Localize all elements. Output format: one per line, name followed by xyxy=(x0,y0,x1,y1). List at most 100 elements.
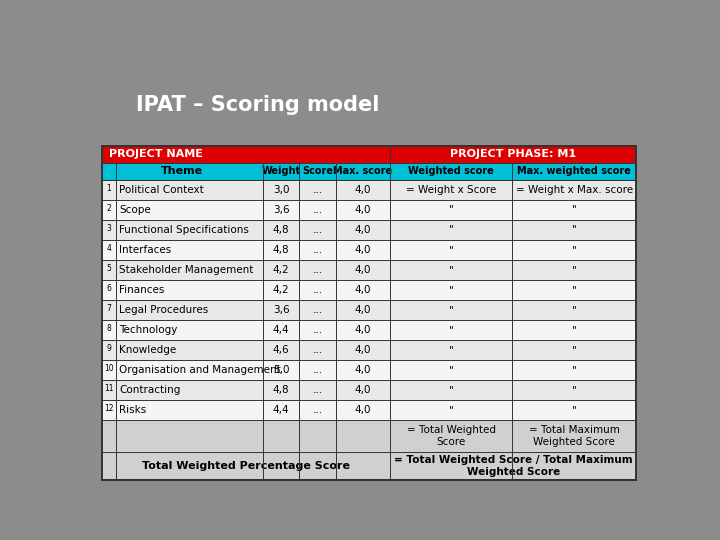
Text: ": " xyxy=(572,345,577,355)
Text: ": " xyxy=(572,225,577,234)
Bar xyxy=(102,146,636,480)
Bar xyxy=(102,260,636,280)
Text: 8: 8 xyxy=(107,325,111,333)
Text: 6: 6 xyxy=(106,284,111,293)
Text: ...: ... xyxy=(312,265,323,275)
Bar xyxy=(102,146,636,163)
Bar xyxy=(102,200,636,220)
Text: Stakeholder Management: Stakeholder Management xyxy=(120,265,254,275)
Text: 3,0: 3,0 xyxy=(273,185,289,194)
Text: = Total Weighted Score / Total Maximum
Weighted Score: = Total Weighted Score / Total Maximum W… xyxy=(394,455,632,477)
Text: 4,8: 4,8 xyxy=(273,384,289,395)
Text: = Total Weighted
Score: = Total Weighted Score xyxy=(407,425,495,447)
Text: 12: 12 xyxy=(104,404,113,414)
Text: ": " xyxy=(449,225,454,234)
Text: 4: 4 xyxy=(106,244,111,253)
Text: 4,6: 4,6 xyxy=(273,345,289,355)
Text: 4,0: 4,0 xyxy=(354,205,371,214)
Text: 7: 7 xyxy=(106,304,111,313)
Text: ": " xyxy=(449,305,454,315)
Text: 3,6: 3,6 xyxy=(273,205,289,214)
Bar xyxy=(102,420,636,452)
Bar xyxy=(102,320,636,340)
Text: PROJECT PHASE: M1: PROJECT PHASE: M1 xyxy=(450,149,576,159)
Text: Organisation and Management: Organisation and Management xyxy=(120,364,282,375)
Text: Interfaces: Interfaces xyxy=(120,245,171,254)
Text: ": " xyxy=(572,245,577,254)
Bar xyxy=(102,452,636,480)
Text: 4,0: 4,0 xyxy=(354,185,371,194)
Bar xyxy=(102,300,636,320)
Text: ": " xyxy=(449,245,454,254)
Text: ": " xyxy=(449,325,454,335)
Text: ": " xyxy=(449,384,454,395)
Text: Score: Score xyxy=(302,166,333,176)
Text: 4,8: 4,8 xyxy=(273,245,289,254)
Text: 4,0: 4,0 xyxy=(354,364,371,375)
Text: 3: 3 xyxy=(106,224,111,233)
Text: PROJECT NAME: PROJECT NAME xyxy=(109,149,203,159)
Text: Weighted score: Weighted score xyxy=(408,166,494,176)
Text: ...: ... xyxy=(312,405,323,415)
Text: ...: ... xyxy=(312,285,323,295)
Text: Contracting: Contracting xyxy=(120,384,181,395)
Text: ": " xyxy=(572,265,577,275)
Text: ": " xyxy=(572,325,577,335)
Bar xyxy=(102,220,636,240)
Text: ": " xyxy=(449,405,454,415)
Text: 4,4: 4,4 xyxy=(273,405,289,415)
Bar xyxy=(102,380,636,400)
Text: = Total Maximum
Weighted Score: = Total Maximum Weighted Score xyxy=(529,425,620,447)
Text: 4,0: 4,0 xyxy=(354,265,371,275)
Bar xyxy=(102,360,636,380)
Text: Weight: Weight xyxy=(261,166,301,176)
Text: 4,0: 4,0 xyxy=(354,325,371,335)
Bar xyxy=(102,280,636,300)
Text: = Weight x Score: = Weight x Score xyxy=(406,185,496,194)
Text: 2: 2 xyxy=(107,204,111,213)
Text: 4,0: 4,0 xyxy=(354,225,371,234)
Text: ": " xyxy=(572,384,577,395)
Text: ": " xyxy=(572,405,577,415)
Text: 9: 9 xyxy=(106,345,111,353)
Text: Theme: Theme xyxy=(161,166,203,176)
Text: Technology: Technology xyxy=(120,325,178,335)
Text: Functional Specifications: Functional Specifications xyxy=(120,225,249,234)
Text: ": " xyxy=(572,305,577,315)
Text: 4,0: 4,0 xyxy=(354,405,371,415)
Text: ": " xyxy=(449,285,454,295)
Text: = Weight x Max. score: = Weight x Max. score xyxy=(516,185,633,194)
Bar xyxy=(102,340,636,360)
Text: 5: 5 xyxy=(106,264,111,273)
Text: ...: ... xyxy=(312,225,323,234)
Text: IPAT – Scoring model: IPAT – Scoring model xyxy=(137,95,380,115)
Bar xyxy=(102,179,636,200)
Text: ...: ... xyxy=(312,205,323,214)
Text: 4,2: 4,2 xyxy=(273,265,289,275)
Text: Total Weighted Percentage Score: Total Weighted Percentage Score xyxy=(142,461,350,471)
Text: ": " xyxy=(449,345,454,355)
Text: 11: 11 xyxy=(104,384,113,393)
Text: 4,0: 4,0 xyxy=(354,345,371,355)
Text: Risks: Risks xyxy=(120,405,147,415)
Text: 5,0: 5,0 xyxy=(273,364,289,375)
Text: 4,2: 4,2 xyxy=(273,285,289,295)
Text: 4,0: 4,0 xyxy=(354,285,371,295)
Text: Finances: Finances xyxy=(120,285,165,295)
Bar xyxy=(102,400,636,420)
Text: 4,8: 4,8 xyxy=(273,225,289,234)
Bar xyxy=(102,163,636,179)
Text: ...: ... xyxy=(312,364,323,375)
Text: Max. weighted score: Max. weighted score xyxy=(518,166,631,176)
Text: 4,0: 4,0 xyxy=(354,384,371,395)
Text: ...: ... xyxy=(312,345,323,355)
Text: ...: ... xyxy=(312,185,323,194)
Text: ": " xyxy=(449,364,454,375)
Text: 4,0: 4,0 xyxy=(354,305,371,315)
Text: 4,0: 4,0 xyxy=(354,245,371,254)
Text: Max. score: Max. score xyxy=(333,166,392,176)
Text: Scope: Scope xyxy=(120,205,151,214)
Text: ": " xyxy=(572,205,577,214)
Text: 3,6: 3,6 xyxy=(273,305,289,315)
Bar xyxy=(102,240,636,260)
